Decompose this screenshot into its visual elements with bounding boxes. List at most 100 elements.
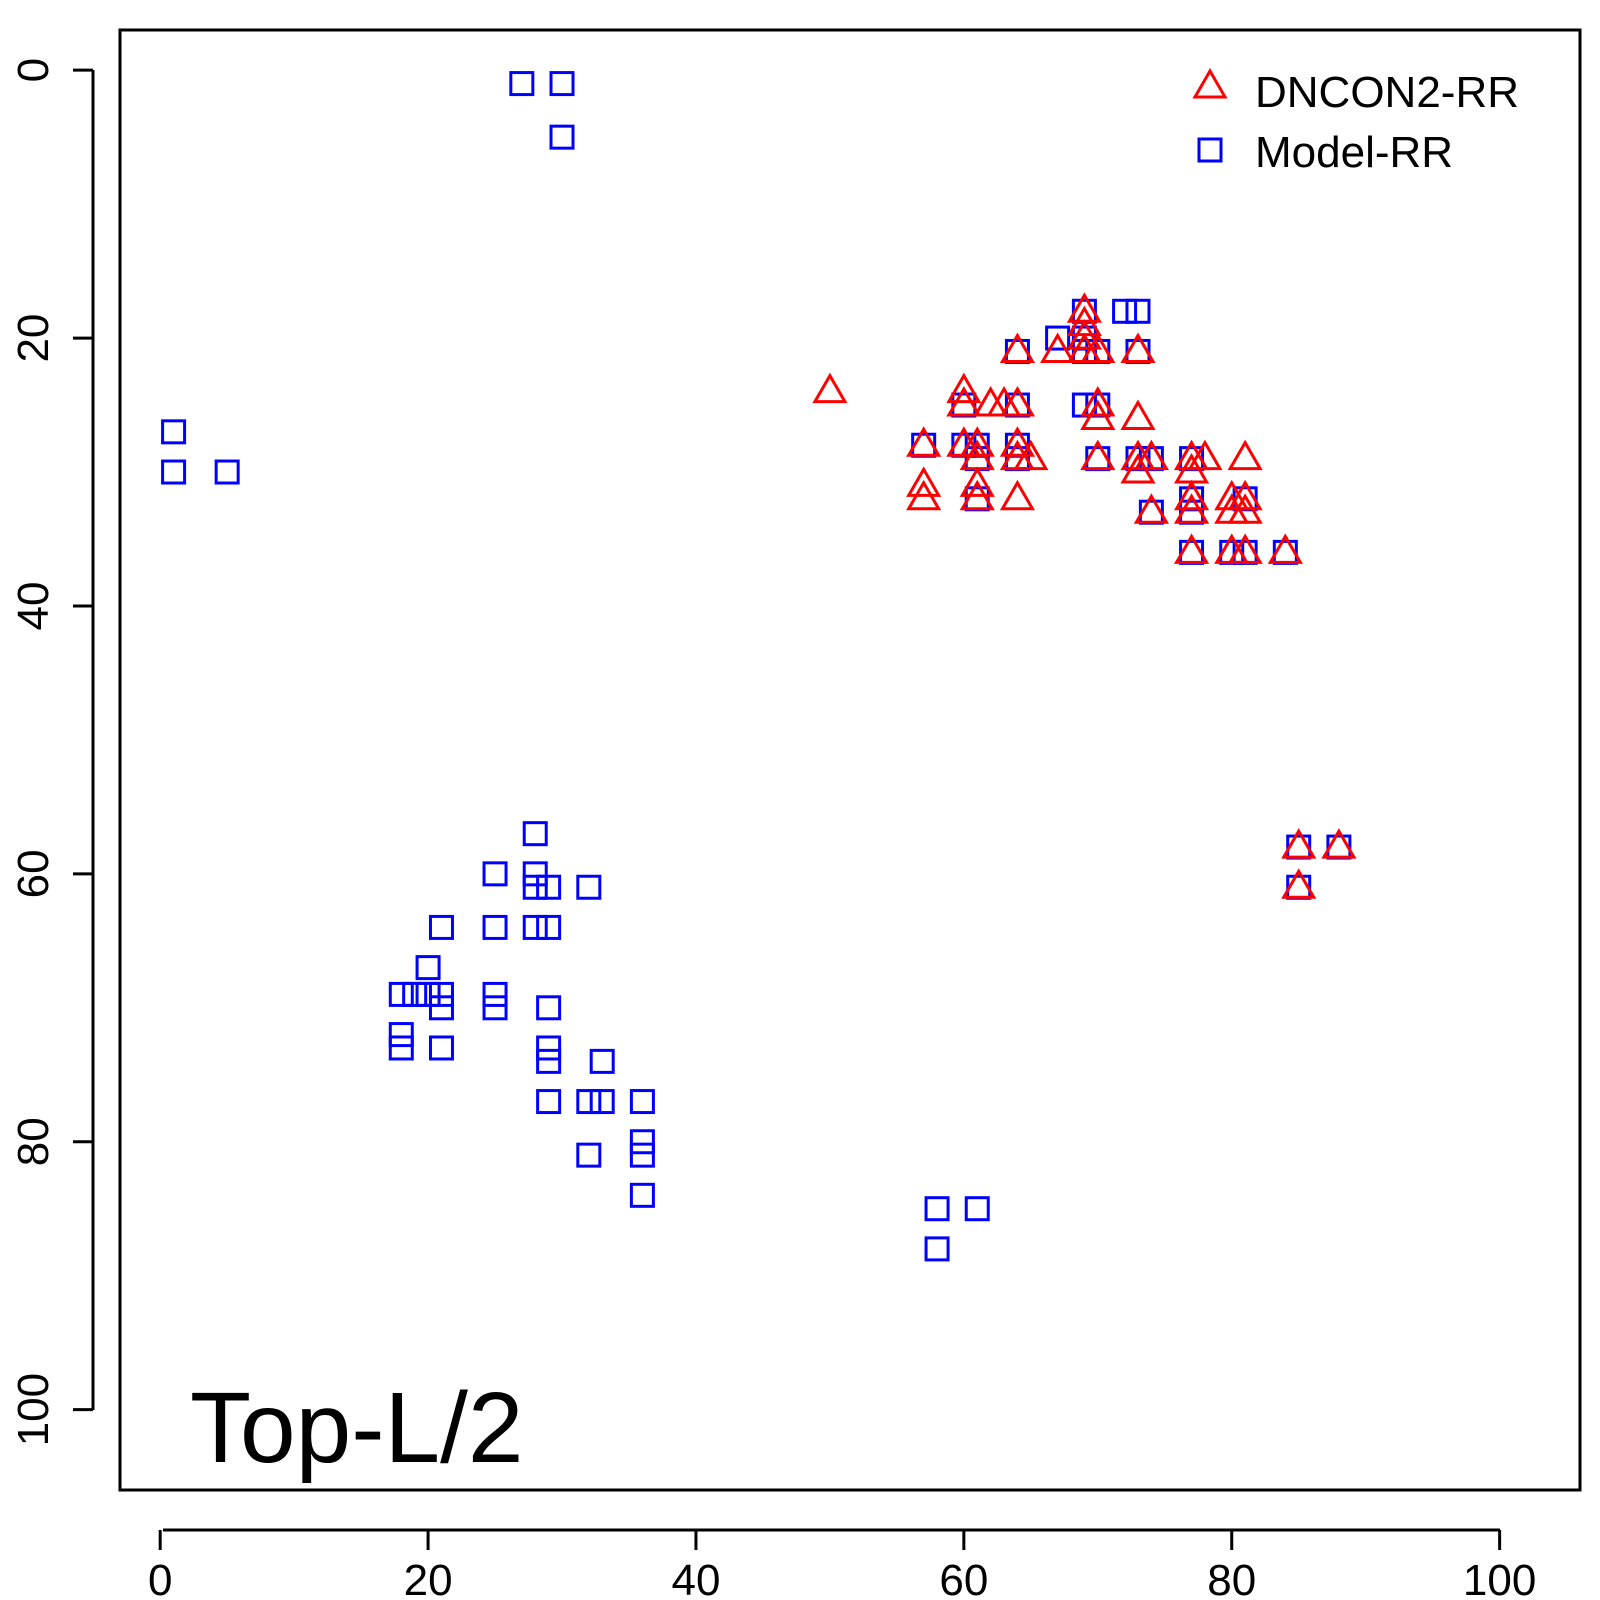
square-point	[964, 1196, 990, 1222]
triangle-point	[1080, 386, 1116, 417]
square-point	[522, 914, 548, 940]
square-point	[576, 1089, 602, 1115]
triangle-point	[1173, 479, 1210, 511]
triangle-point	[906, 466, 942, 497]
triangle-point	[906, 426, 942, 457]
triangle-point	[959, 426, 995, 457]
triangle-point	[1120, 399, 1156, 430]
square-point	[388, 981, 414, 1007]
square-point	[924, 1196, 950, 1222]
square-point	[536, 874, 562, 900]
legend-label-dncon2-rr: DNCON2-RR	[1255, 68, 1519, 117]
legend-label-model-rr: Model-RR	[1255, 128, 1453, 177]
square-point	[415, 955, 441, 981]
square-point	[161, 419, 187, 445]
square-point	[536, 914, 562, 940]
triangle-point	[1281, 828, 1317, 859]
triangle-point	[1173, 493, 1210, 524]
triangle-point	[946, 386, 982, 417]
square-point	[428, 995, 454, 1021]
square-point	[388, 1035, 414, 1061]
square-point	[589, 1089, 615, 1115]
plot-frame	[118, 28, 1582, 1492]
square-point	[1125, 298, 1151, 324]
square-point	[482, 981, 508, 1007]
triangle-point	[1267, 533, 1303, 564]
triangle-point	[1321, 828, 1357, 859]
y-tick-label: 20	[9, 314, 58, 363]
triangle-point	[1040, 332, 1076, 363]
y-tick-label: 40	[9, 581, 58, 630]
triangle-point	[959, 479, 995, 511]
triangle-point	[1133, 493, 1169, 524]
square-point	[576, 874, 602, 900]
triangle-point	[1066, 319, 1103, 350]
square-point	[415, 981, 441, 1007]
triangle-point	[959, 466, 995, 497]
triangle-point	[1133, 439, 1169, 471]
square-point	[536, 995, 562, 1021]
x-tick-label: 0	[148, 1556, 172, 1600]
y-tick-label: 60	[9, 849, 58, 898]
triangle-point	[999, 386, 1036, 417]
square-point	[536, 1089, 562, 1115]
x-tick-label: 60	[939, 1556, 988, 1600]
square-point	[428, 1035, 454, 1061]
square-point	[1112, 298, 1138, 324]
square-point	[388, 1022, 414, 1048]
square-point	[536, 1035, 562, 1061]
legend-marker-triangle	[1192, 67, 1228, 99]
triangle-point	[812, 372, 848, 404]
square-point	[924, 1236, 950, 1262]
triangle-point	[999, 332, 1036, 363]
square-point	[522, 874, 548, 900]
triangle-point	[1187, 439, 1223, 471]
square-point	[161, 459, 187, 485]
y-tick-label: 100	[9, 1373, 58, 1446]
triangle-point	[1080, 399, 1116, 430]
triangle-point	[906, 479, 942, 511]
y-tick-label: 80	[9, 1117, 58, 1166]
series-model-rr	[161, 71, 1352, 1262]
x-tick-label: 80	[1207, 1556, 1256, 1600]
square-point	[482, 861, 508, 887]
square-point	[482, 995, 508, 1021]
square-point	[522, 861, 548, 887]
y-tick-label: 0	[9, 58, 58, 82]
x-tick-label: 20	[404, 1556, 453, 1600]
series-dncon2-rr	[812, 292, 1357, 899]
square-point	[428, 914, 454, 940]
triangle-point	[1227, 493, 1263, 524]
data-points	[161, 71, 1357, 1262]
square-point	[589, 1048, 615, 1074]
square-point	[576, 1142, 602, 1168]
x-axis: 0 20 40 60 80 100	[148, 1528, 1536, 1600]
triangle-point	[999, 439, 1036, 471]
square-point	[629, 1089, 655, 1115]
square-point	[536, 1048, 562, 1074]
square-point	[629, 1142, 655, 1168]
triangle-point	[1080, 332, 1116, 363]
triangle-point	[1227, 533, 1263, 564]
y-axis: 0 20 40 60 80 100	[9, 58, 95, 1446]
triangle-point	[1173, 533, 1210, 564]
triangle-point	[1227, 479, 1263, 511]
triangle-point	[1120, 332, 1156, 363]
square-point	[549, 71, 575, 97]
square-point	[549, 124, 575, 150]
square-point	[214, 459, 240, 485]
square-point	[1045, 325, 1071, 351]
square-point	[629, 1182, 655, 1208]
triangle-point	[999, 426, 1036, 457]
triangle-point	[999, 479, 1036, 511]
triangle-point	[1281, 868, 1317, 899]
triangle-point	[1080, 439, 1116, 471]
square-point	[522, 821, 548, 847]
legend: DNCON2-RR Model-RR	[1192, 67, 1519, 177]
square-point	[629, 1129, 655, 1155]
square-point	[509, 71, 535, 97]
square-point	[482, 914, 508, 940]
legend-marker-square	[1197, 137, 1223, 163]
square-point	[428, 981, 454, 1007]
